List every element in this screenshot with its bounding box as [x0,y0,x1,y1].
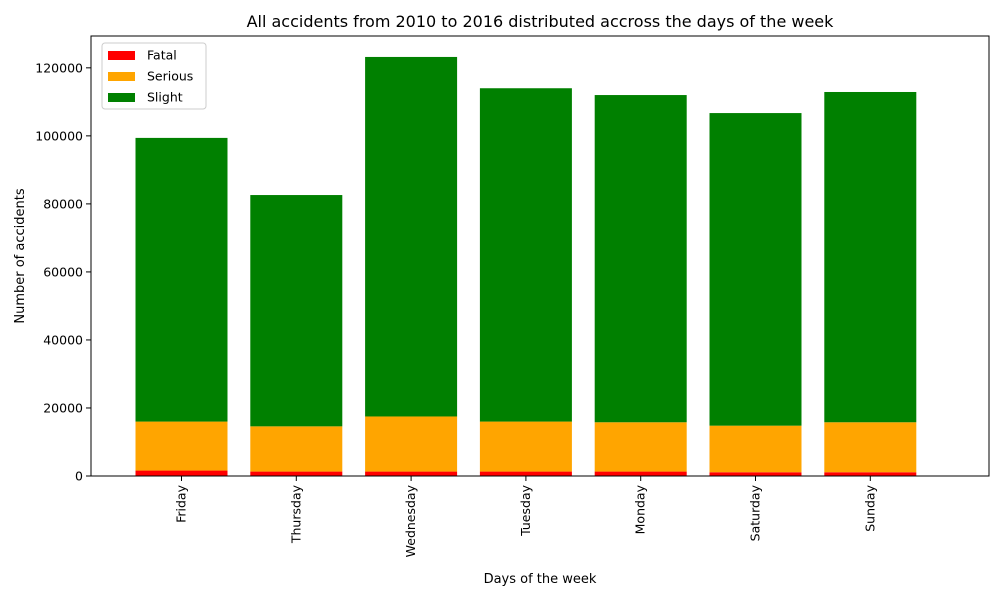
chart-title: All accidents from 2010 to 2016 distribu… [247,12,835,31]
y-tick-label: 60000 [43,264,83,279]
bar-slight-thursday [250,195,343,427]
bar-fatal-thursday [250,471,343,476]
bar-serious-monday [594,422,687,472]
bar-serious-saturday [709,425,802,473]
x-tick-label-wednesday: Wednesday [403,484,418,557]
legend-swatch-fatal [108,51,135,60]
x-tick-label-saturday: Saturday [748,484,763,541]
bar-serious-thursday [250,426,343,472]
bar-serious-wednesday [365,416,458,472]
x-axis: Friday Thursday Wednesday Tuesday Monday Satu… [174,476,877,557]
bars [135,56,917,476]
y-tick-label: 40000 [43,332,83,347]
x-tick-label-friday: Friday [174,484,189,522]
bar-slight-tuesday [479,88,572,422]
legend-label-slight: Slight [147,90,183,105]
bar-slight-wednesday [365,56,458,417]
bar-fatal-monday [594,471,687,476]
legend-swatch-slight [108,93,135,102]
bar-fatal-tuesday [479,471,572,476]
y-tick-label: 20000 [43,400,83,415]
y-axis-label: Number of accidents [13,188,28,323]
x-tick-label-monday: Monday [633,484,648,534]
bar-fatal-sunday [824,472,917,476]
bar-serious-sunday [824,422,917,473]
x-tick-label-tuesday: Tuesday [518,484,533,536]
x-axis-label: Days of the week [484,572,597,587]
bar-fatal-wednesday [365,471,458,476]
x-tick-label-sunday: Sunday [862,484,877,531]
y-tick-label: 100000 [35,128,83,143]
legend-label-fatal: Fatal [147,48,177,63]
y-tick-label: 0 [75,469,83,484]
bar-slight-friday [135,137,228,422]
bar-serious-tuesday [479,421,572,472]
bar-slight-sunday [824,91,917,423]
y-tick-label: 80000 [43,196,83,211]
legend-label-serious: Serious [147,69,193,84]
plot-frame [90,35,990,477]
x-tick-label-thursday: Thursday [288,484,303,544]
bar-fatal-friday [135,470,228,476]
bar-serious-friday [135,421,228,471]
bar-slight-saturday [709,113,802,426]
y-tick-label: 120000 [35,60,83,75]
legend: Fatal Serious Slight [101,42,207,110]
legend-swatch-serious [108,72,135,81]
bar-slight-monday [594,95,687,423]
y-axis: 0 20000 40000 60000 80000 100000 120000 [35,60,91,484]
bar-fatal-saturday [709,472,802,476]
